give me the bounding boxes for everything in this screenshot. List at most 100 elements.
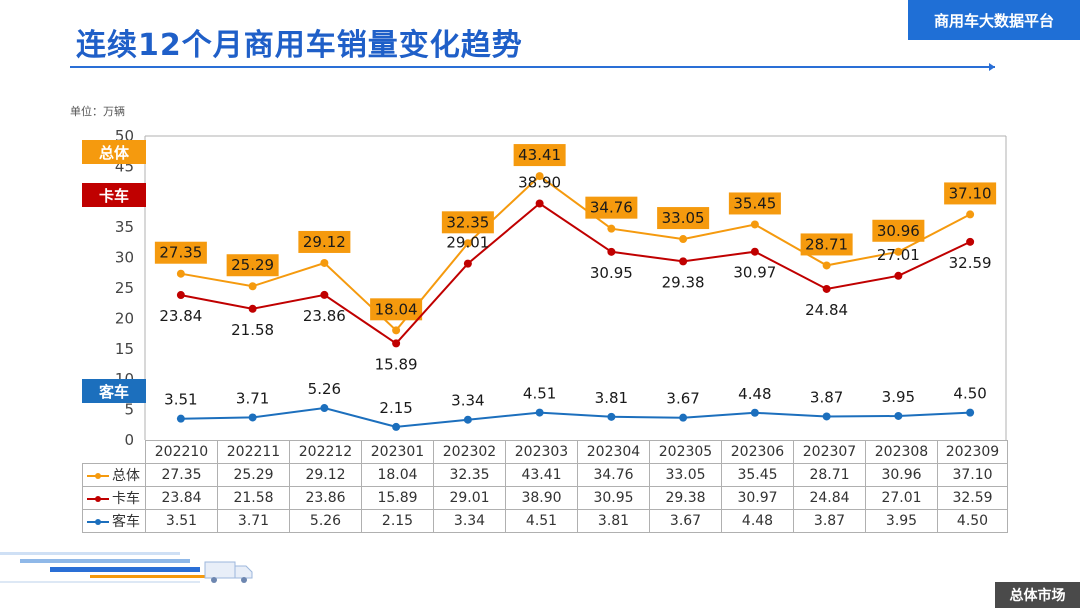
table-cell: 25.29 — [217, 463, 290, 487]
data-point — [894, 271, 903, 280]
series-layer: 27.35 25.29 29.12 18.04 32.35 43.41 34.76 33.05… — [154, 144, 997, 431]
table-row-header: 卡车 — [82, 486, 146, 510]
data-label: 35.45 — [733, 194, 776, 212]
legend-label: 总体 — [112, 468, 140, 484]
data-point — [679, 235, 688, 244]
table-row-header: 总体 — [82, 463, 146, 487]
table-cell: 30.96 — [865, 463, 938, 487]
table-header-cell: 202210 — [145, 440, 218, 464]
table-cell: 27.35 — [145, 463, 218, 487]
table-header-row: 202210 202211 202212 202301 202302 202303 2023… — [82, 440, 1008, 464]
title-underline-arrow — [989, 63, 995, 71]
table-header-cell: 202211 — [217, 440, 290, 464]
table-cell: 4.51 — [505, 509, 578, 533]
table-cell: 30.95 — [577, 486, 650, 510]
table-cell: 3.95 — [865, 509, 938, 533]
y-tick-label: 15 — [115, 340, 134, 358]
data-point — [320, 258, 329, 267]
table-header-cell: 202306 — [721, 440, 794, 464]
table-cell: 2.15 — [361, 509, 434, 533]
series-tag-truck: 卡车 — [82, 183, 146, 207]
data-label: 4.51 — [523, 385, 556, 403]
data-point — [535, 408, 544, 417]
data-label: 28.71 — [805, 235, 848, 253]
section-badge: 总体市场 — [995, 582, 1080, 608]
table-header-cell: 202308 — [865, 440, 938, 464]
data-label: 23.84 — [159, 307, 202, 325]
data-point — [248, 282, 257, 291]
platform-badge: 商用车大数据平台 — [908, 0, 1080, 40]
data-point — [679, 413, 688, 422]
table-cell: 30.97 — [721, 486, 794, 510]
table-header-cell: 202305 — [649, 440, 722, 464]
data-label: 38.90 — [518, 173, 561, 191]
table-cell: 4.50 — [937, 509, 1008, 533]
data-point — [392, 326, 401, 335]
y-tick-label: 30 — [115, 249, 134, 267]
y-tick-label: 25 — [115, 279, 134, 297]
table-cell: 32.35 — [433, 463, 506, 487]
data-label-box — [226, 254, 279, 277]
series-line-1 — [180, 202, 971, 345]
title-underline — [70, 66, 995, 68]
data-point — [966, 237, 975, 246]
data-point — [176, 269, 185, 278]
series-tag-total: 总体 — [82, 140, 146, 164]
table-cell: 3.87 — [793, 509, 866, 533]
data-point — [320, 404, 329, 413]
table-cell: 35.45 — [721, 463, 794, 487]
table-cell: 38.90 — [505, 486, 578, 510]
y-tick-label: 5 — [124, 401, 134, 419]
data-label-box — [298, 230, 351, 253]
data-label: 3.67 — [666, 390, 699, 408]
table-row: 客车 3.51 3.71 5.26 2.15 3.34 4.51 3.81 3.67 4.48 3.… — [82, 509, 1008, 533]
data-label: 30.97 — [733, 264, 776, 282]
data-label-box — [800, 233, 853, 256]
data-point — [894, 247, 903, 256]
data-label: 3.34 — [451, 392, 484, 410]
data-label: 37.10 — [949, 184, 992, 202]
table-header-cell: 202301 — [361, 440, 434, 464]
truck-icon — [204, 561, 253, 583]
data-point — [894, 411, 903, 420]
table-cell: 3.81 — [577, 509, 650, 533]
data-label-box — [370, 298, 423, 321]
y-tick-label: 20 — [115, 309, 134, 327]
table-row-header: 客车 — [82, 509, 146, 533]
table-cell: 15.89 — [361, 486, 434, 510]
legend-label: 客车 — [112, 514, 140, 530]
data-point — [535, 172, 544, 181]
legend-marker — [87, 519, 109, 525]
table-cell: 34.76 — [577, 463, 650, 487]
data-label: 18.04 — [375, 300, 418, 318]
data-label: 24.84 — [805, 301, 848, 319]
data-label: 32.35 — [446, 213, 489, 231]
table-row: 卡车 23.84 21.58 23.86 15.89 29.01 38.90 30.95 29.… — [82, 486, 1008, 510]
data-label: 27.35 — [159, 244, 202, 262]
data-label-box — [513, 144, 566, 167]
data-point — [463, 239, 472, 248]
table-row: 总体 27.35 25.29 29.12 18.04 32.35 43.41 34.76 33.… — [82, 463, 1008, 487]
table-cell: 32.59 — [937, 486, 1008, 510]
table-cell: 3.51 — [145, 509, 218, 533]
data-point — [607, 412, 616, 421]
data-label: 4.50 — [953, 385, 986, 403]
data-label: 3.71 — [236, 389, 269, 407]
data-label: 2.15 — [379, 399, 412, 417]
data-label: 32.59 — [949, 254, 992, 272]
table-cell: 33.05 — [649, 463, 722, 487]
legend-label: 卡车 — [112, 491, 140, 507]
data-label-box — [944, 182, 997, 205]
data-label-box — [657, 207, 710, 230]
table-cell: 3.67 — [649, 509, 722, 533]
table-cell: 5.26 — [289, 509, 362, 533]
table-cell: 3.34 — [433, 509, 506, 533]
data-point — [176, 414, 185, 423]
data-point — [248, 413, 257, 422]
data-label: 3.81 — [595, 389, 628, 407]
data-label-box — [872, 219, 925, 242]
table-cell: 29.01 — [433, 486, 506, 510]
table-cell: 43.41 — [505, 463, 578, 487]
data-label: 29.01 — [446, 234, 489, 252]
data-point — [750, 220, 759, 229]
